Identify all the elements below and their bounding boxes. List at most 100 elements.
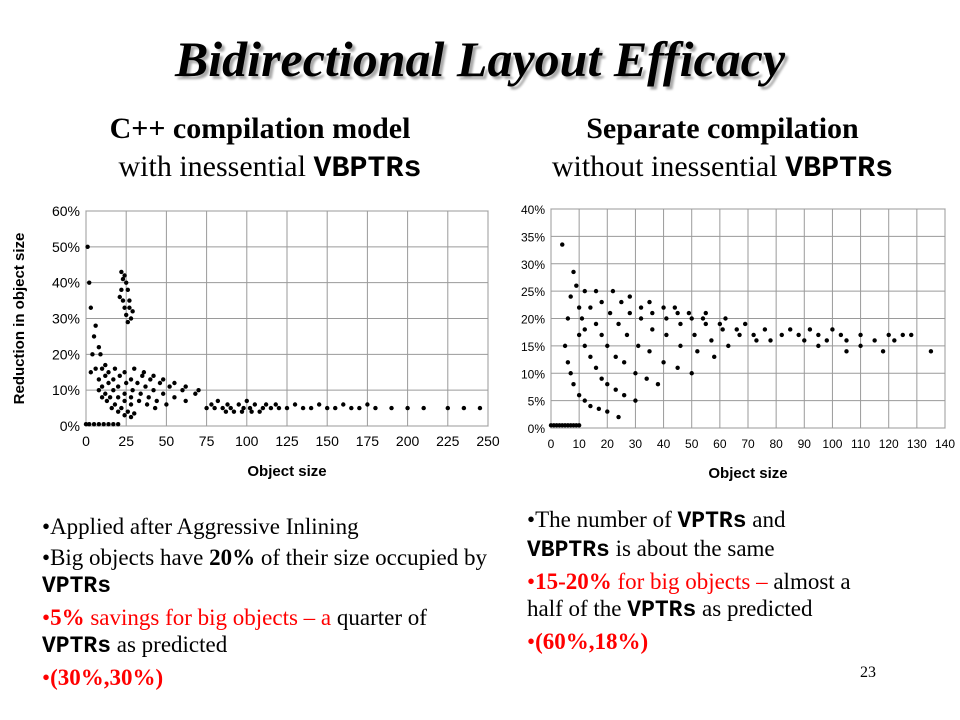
right-data-point [709,338,714,343]
left-data-point [96,377,102,382]
left-data-point [120,276,126,282]
left-data-point [132,411,137,416]
right-data-point [619,299,624,305]
right-data-point [742,321,748,327]
left-x-axis-label: Object size [247,463,326,480]
left-data-point [160,377,166,382]
bullet-text: as predicted [696,596,813,621]
left-data-point [103,362,108,368]
right-data-point [647,349,652,354]
left-data-point [263,402,269,407]
code-term: VPTRs [627,597,697,623]
left-x-tick-label: 0 [82,433,90,449]
bullet-dot-icon: • [42,665,51,690]
right-data-point [588,305,593,310]
right-data-point [678,343,683,349]
left-data-point [83,422,89,427]
left-data-point [461,405,467,411]
right-data-point [650,327,655,332]
right-data-point [802,338,807,343]
right-data-point [734,327,739,332]
left-x-tick-label: 100 [235,433,259,449]
bullet-dot-icon: • [527,629,536,654]
left-data-point [239,409,245,414]
right-y-tick-label: 20% [521,313,545,327]
left-bullet-2: •5% savings for big objects – a quarter … [42,604,487,660]
left-data-point [152,405,158,411]
left-data-point [247,405,253,411]
left-x-tick-label: 75 [199,433,215,449]
right-data-point [582,327,587,332]
right-data-point [636,343,641,349]
left-data-point [308,405,314,411]
left-data-point [373,405,378,411]
left-data-point [103,391,108,396]
left-data-point [325,405,330,411]
left-data-point [164,402,169,407]
left-data-point [122,413,127,418]
right-data-point [613,387,618,392]
left-data-point [91,334,97,339]
left-data-point [119,405,124,411]
left-bullet-0: •Applied after Aggressive Inlining [42,513,487,540]
left-data-point [117,294,122,300]
left-data-point [128,377,134,382]
left-bullet-3: •(30%,30%) [42,664,487,691]
bullet-text: 20% [209,545,256,570]
left-heading-prefix: with inessential [118,150,314,183]
right-data-point [664,316,669,321]
right-data-point [593,321,599,327]
left-data-point [193,391,198,396]
left-data-point [128,402,134,407]
right-data-point [633,398,638,403]
left-x-tick-label: 225 [436,433,460,449]
right-data-point [624,332,630,338]
left-data-point [106,370,111,375]
right-data-point [779,332,784,338]
right-scatter-chart: 0 10 20 30 40 50 60 70 80 90 100 110 120 130 140 0% 5% 10… [521,203,955,482]
left-data-point [93,366,98,371]
right-data-point [565,316,571,321]
left-heading: C++ compilation model with inessential V… [40,110,480,188]
left-y-tick-label: 0% [60,418,80,434]
right-heading: Separate compilation without inessential… [500,110,945,188]
right-data-point [599,332,604,338]
right-data-point [723,316,728,321]
left-data-point [157,380,163,386]
right-y-tick-label: 35% [521,230,545,244]
left-data-point [477,405,483,411]
left-data-point [220,405,225,411]
left-data-point [244,398,249,404]
right-data-point [593,288,599,294]
right-data-point [582,288,587,294]
bullet-dot-icon: • [527,569,536,594]
bullet-text: The number of [535,507,678,532]
left-data-point [365,402,370,407]
right-y-tick-label: 30% [521,258,545,272]
left-data-point [88,305,94,310]
left-data-point [99,366,105,371]
bullet-text: is about the same [609,536,775,561]
right-x-tick-label: 50 [685,437,699,451]
right-data-point [655,382,661,387]
bullet-dot-icon: • [42,514,51,539]
left-data-point [241,405,246,411]
right-data-point [664,332,669,338]
left-data-point [236,402,241,407]
right-bullet-list: •The number of VPTRs and VBPTRs is about… [527,506,857,659]
left-data-point [124,312,129,318]
right-data-point [613,354,618,360]
right-data-point [588,403,593,409]
left-data-point [111,422,116,427]
left-data-point [125,287,131,293]
right-y-tick-label: 15% [521,340,545,354]
right-data-point [672,305,678,310]
left-data-point [88,370,94,375]
left-data-point [111,377,116,382]
left-data-point [122,273,127,278]
left-data-point [138,391,143,396]
left-data-point [215,398,221,404]
left-data-point [112,402,118,407]
left-data-point [117,373,122,379]
left-data-point [96,422,102,427]
